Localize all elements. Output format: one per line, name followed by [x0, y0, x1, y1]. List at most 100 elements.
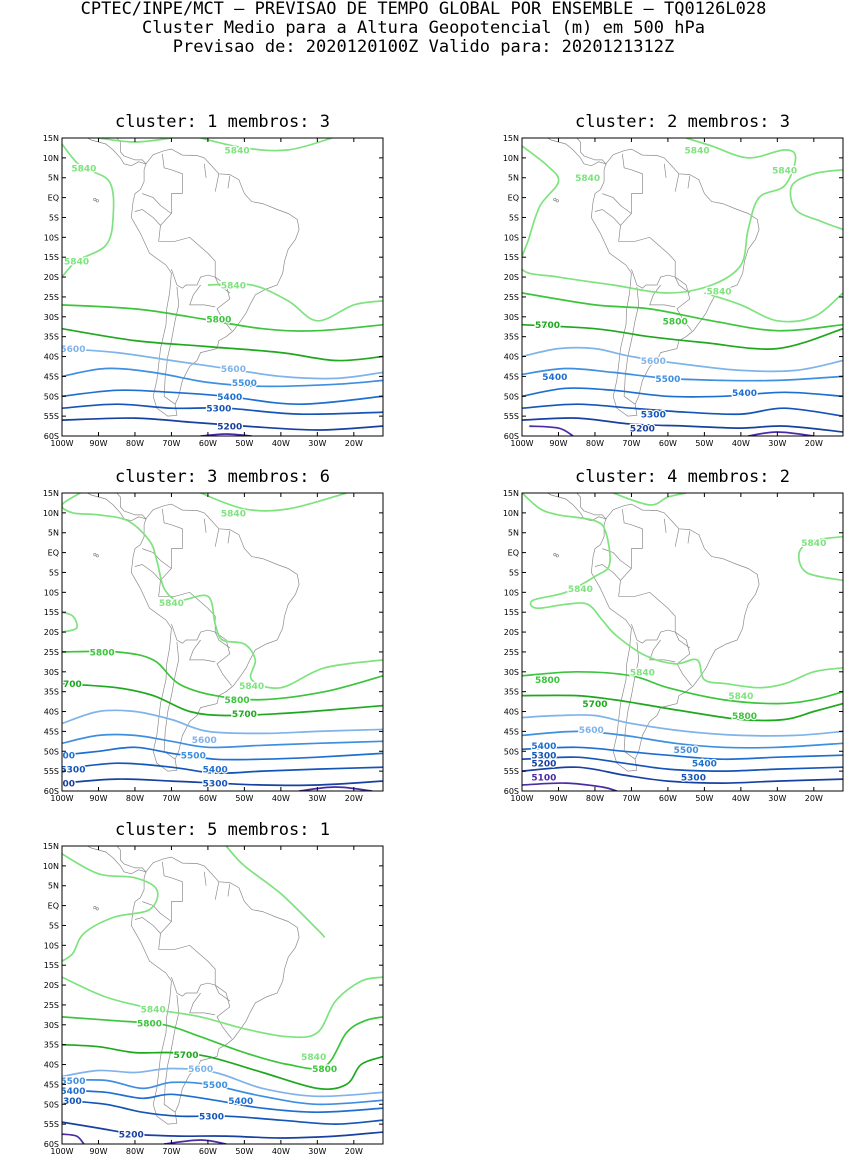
lat-label: 10S [504, 588, 519, 597]
country-border [623, 641, 640, 760]
lat-label: EQ [48, 549, 59, 558]
lat-label: 60S [44, 1140, 59, 1149]
lon-label: 60W [199, 439, 217, 448]
country-border [171, 624, 216, 644]
lat-label: 15S [44, 608, 59, 617]
contour-label: 5840 [568, 585, 593, 595]
contour-label: 5840 [225, 146, 250, 156]
contour-label: 5400 [692, 760, 717, 770]
lat-label: 20S [504, 628, 519, 637]
contour-line [522, 713, 843, 737]
lon-label: 40W [272, 794, 290, 803]
lat-label: 5S [49, 213, 59, 222]
lon-label: 80W [126, 1147, 144, 1156]
island [605, 480, 607, 482]
lat-label: 15N [43, 842, 59, 851]
lat-label: 35S [44, 688, 59, 697]
land-outline [86, 125, 300, 417]
lat-label: 50S [504, 747, 519, 756]
lat-label: 55S [44, 1120, 59, 1129]
lon-label: 100W [50, 439, 73, 448]
lat-label: 50S [44, 1100, 59, 1109]
country-border [161, 861, 183, 902]
country-border [674, 528, 680, 547]
island [145, 480, 147, 482]
lon-label: 30W [308, 1147, 326, 1156]
lon-label: 60W [659, 439, 677, 448]
lat-label: 10N [43, 862, 59, 871]
contour-line [299, 786, 373, 791]
contour-label: 5800 [312, 1065, 337, 1075]
south-america-coastline [590, 503, 760, 772]
map-content: 5840 5840 5800 5700 5840 5800 5700 5600 5500 400 5… [56, 480, 383, 791]
lat-label: 50S [44, 747, 59, 756]
lon-label: 80W [126, 794, 144, 803]
lat-label: 55S [44, 412, 59, 421]
contour-label: 5500 [181, 752, 206, 762]
country-border [163, 286, 180, 405]
lat-label: EQ [508, 194, 519, 203]
central-america-coastline [546, 138, 607, 167]
contour-label: 5400 [217, 393, 242, 403]
country-border [161, 153, 183, 194]
lon-label: 50W [695, 794, 713, 803]
contour-line [748, 431, 814, 436]
lat-label: 50S [504, 392, 519, 401]
country-border [158, 193, 232, 331]
contour-line [612, 493, 687, 506]
contour-label: 5840 [630, 668, 655, 678]
contour-label: 5840 [64, 258, 89, 268]
contour-label: 5800 [663, 317, 688, 327]
central-america-coastline [546, 493, 607, 522]
island [553, 198, 557, 202]
lat-label: 5N [508, 174, 519, 183]
island [93, 553, 97, 557]
contour-label: 400 [56, 752, 75, 762]
island [645, 480, 647, 482]
country-border [203, 518, 207, 533]
island [605, 125, 607, 127]
lon-label: 80W [586, 794, 604, 803]
contour-label: 5600 [221, 365, 246, 375]
lat-label: 25S [44, 648, 59, 657]
contour-label: 5840 [221, 509, 246, 519]
lat-label: 60S [44, 432, 59, 441]
contour-label: 5500 [60, 1077, 85, 1087]
island [159, 831, 161, 833]
country-border [203, 871, 207, 886]
country-border [142, 548, 172, 569]
lat-label: 25S [504, 648, 519, 657]
contour-line [529, 425, 574, 436]
contour-line [62, 650, 383, 701]
lon-label: 90W [89, 794, 107, 803]
lat-label: 15S [504, 608, 519, 617]
lat-label: 45S [504, 727, 519, 736]
country-border [171, 977, 216, 997]
land-outline [86, 831, 300, 1125]
cluster-panel-2: cluster: 2 membros: 3 5840 5840 5840 5840 57… [460, 110, 844, 450]
lon-label: 100W [50, 1147, 73, 1156]
contour-line [62, 762, 383, 775]
lon-label: 30W [768, 439, 786, 448]
country-border [214, 881, 220, 900]
lat-label: 10N [43, 509, 59, 518]
contour-label: 5500 [655, 375, 680, 385]
lat-label: 30S [504, 313, 519, 322]
central-america-coastline [86, 493, 147, 522]
lat-label: 10S [504, 233, 519, 242]
country-border [621, 508, 643, 549]
cluster-panel-1: cluster: 1 membros: 3 5840 5840 5840 5840 58… [0, 110, 384, 450]
contour-label: 5600 [188, 1065, 213, 1075]
land-outline [86, 480, 300, 772]
lat-label: 5N [48, 529, 59, 538]
island [145, 125, 147, 127]
contour-line [164, 1139, 227, 1144]
contour-label: 5600 [641, 357, 666, 367]
lon-label: 40W [272, 439, 290, 448]
panel-title: cluster: 1 membros: 3 [115, 112, 330, 132]
contour-line [200, 138, 333, 152]
island [185, 833, 187, 835]
country-border [621, 153, 643, 194]
